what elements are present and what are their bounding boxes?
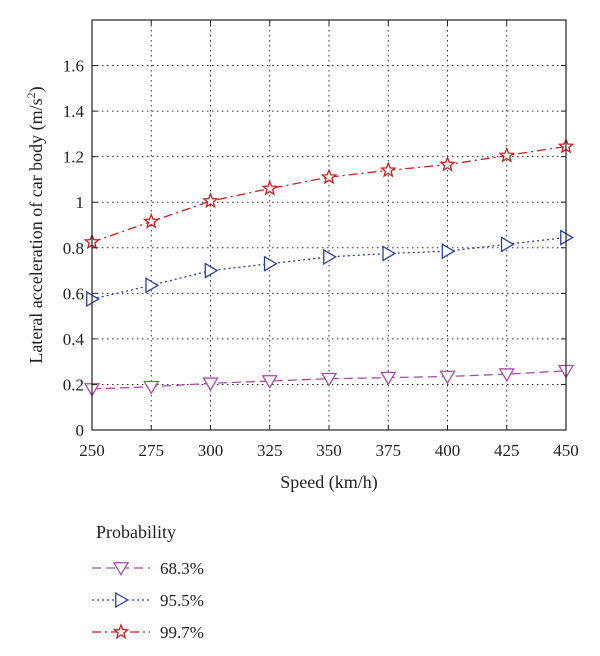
data-point [202, 377, 219, 392]
data-point [379, 161, 397, 178]
y-tick-label: 1.4 [63, 102, 85, 121]
data-point [320, 168, 338, 185]
y-axis-ticks: 0 0.2 0.4 0.6 0.8 1 1.2 1.4 1.6 [63, 57, 566, 440]
x-tick-label: 250 [79, 441, 105, 460]
data-point [320, 372, 338, 387]
data-point [500, 236, 515, 253]
legend-item: 99.7% [92, 623, 204, 642]
data-point [439, 370, 456, 385]
series-2 [86, 229, 574, 308]
data-point [204, 262, 219, 279]
x-tick-label: 325 [257, 441, 283, 460]
series-3 [83, 137, 575, 250]
legend-item: 68.3% [92, 559, 204, 578]
data-point [498, 146, 516, 163]
x-axis-label: Speed (km/h) [280, 472, 377, 493]
legend-marker [112, 562, 130, 576]
legend-label: 68.3% [160, 559, 204, 578]
x-tick-label: 275 [139, 441, 165, 460]
y-tick-label: 0.2 [63, 375, 84, 394]
series-line [91, 236, 567, 300]
data-point [86, 290, 100, 308]
data-point [143, 380, 160, 395]
series-line [91, 370, 567, 390]
x-tick-label: 300 [198, 441, 224, 460]
y-axis-label-superscript: 2 [24, 92, 38, 98]
x-tick-label: 400 [435, 441, 461, 460]
y-axis-label-main: Lateral acceleration of car body (m/s [26, 98, 47, 363]
data-point [439, 155, 456, 172]
data-point [560, 229, 574, 246]
y-tick-label: 1.6 [63, 57, 84, 76]
grid-lines [92, 20, 566, 430]
series-line [91, 145, 567, 243]
y-tick-label: 0.6 [63, 284, 84, 303]
data-point [498, 368, 515, 383]
data-point [380, 371, 397, 386]
data-point [382, 245, 397, 262]
data-point [145, 277, 160, 294]
data-point [263, 255, 278, 272]
y-axis-label: Lateral acceleration of car body (m/s2) [24, 86, 47, 363]
data-point [323, 248, 337, 266]
y-tick-label: 0.4 [63, 330, 85, 349]
series-1 [83, 364, 575, 397]
x-tick-label: 450 [553, 441, 579, 460]
y-tick-label: 0.8 [63, 239, 84, 258]
data-point [202, 192, 219, 209]
x-tick-label: 350 [316, 441, 342, 460]
x-tick-label: 425 [494, 441, 520, 460]
legend: Probability 68.3% 95.5% 99.7% [92, 522, 204, 642]
legend-label: 99.7% [160, 623, 204, 642]
legend-title: Probability [96, 522, 176, 542]
data-point [261, 375, 278, 389]
y-axis-label-end: ) [26, 86, 47, 92]
x-axis-ticks: 250 275 300 325 350 375 400 425 450 [79, 20, 579, 460]
y-tick-label: 0 [76, 421, 85, 440]
legend-label: 95.5% [160, 591, 204, 610]
legend-marker [115, 591, 129, 609]
x-tick-label: 375 [376, 441, 402, 460]
y-tick-label: 1.2 [63, 148, 84, 167]
legend-marker [112, 623, 130, 640]
data-point [441, 243, 456, 260]
series-layer [83, 137, 575, 397]
y-tick-label: 1 [76, 193, 85, 212]
legend-item: 95.5% [92, 591, 204, 610]
data-point [142, 212, 160, 229]
data-point [261, 179, 279, 196]
